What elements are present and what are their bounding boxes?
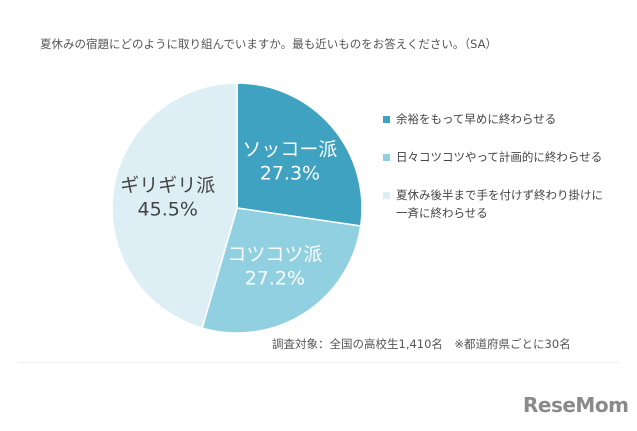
slice-value: 27.3% — [260, 163, 320, 185]
note: 調査対象：全国の高校生1,410名 ※都道府県ごとに30名 — [272, 337, 571, 351]
legend-swatch — [383, 116, 390, 123]
legend-item: 夏休み後半まで手を付けず終わり掛けに一斉に終わらせる — [383, 186, 613, 222]
slice-name: コツコツ派 — [227, 243, 322, 265]
legend-swatch — [383, 154, 390, 161]
legend-label: 日々コツコツやって計画的に終わらせる — [396, 150, 603, 164]
pie-slice — [111, 82, 238, 329]
slice-value: 27.2% — [245, 267, 305, 289]
slice-value: 45.5% — [138, 199, 198, 221]
legend-label: 夏休み後半まで手を付けず終わり掛けに一斉に終わらせる — [396, 188, 603, 220]
slice-name: ソッコー派 — [242, 139, 337, 161]
legend-item: 余裕をもって早めに終わらせる — [383, 110, 613, 128]
legend-item: 日々コツコツやって計画的に終わらせる — [383, 148, 613, 166]
pie-slice — [236, 82, 363, 227]
chart-title: 夏休みの宿題にどのように取り組んでいますか。最も近いものをお答えください。（SA… — [40, 37, 497, 51]
legend-swatch — [383, 192, 390, 199]
slice-name: ギリギリ派 — [120, 175, 215, 197]
watermark: ReseMom — [523, 393, 629, 417]
legend: 余裕をもって早めに終わらせる日々コツコツやって計画的に終わらせる夏休み後半まで手… — [383, 110, 613, 242]
pie-slice — [201, 207, 362, 334]
legend-label: 余裕をもって早めに終わらせる — [396, 112, 557, 126]
